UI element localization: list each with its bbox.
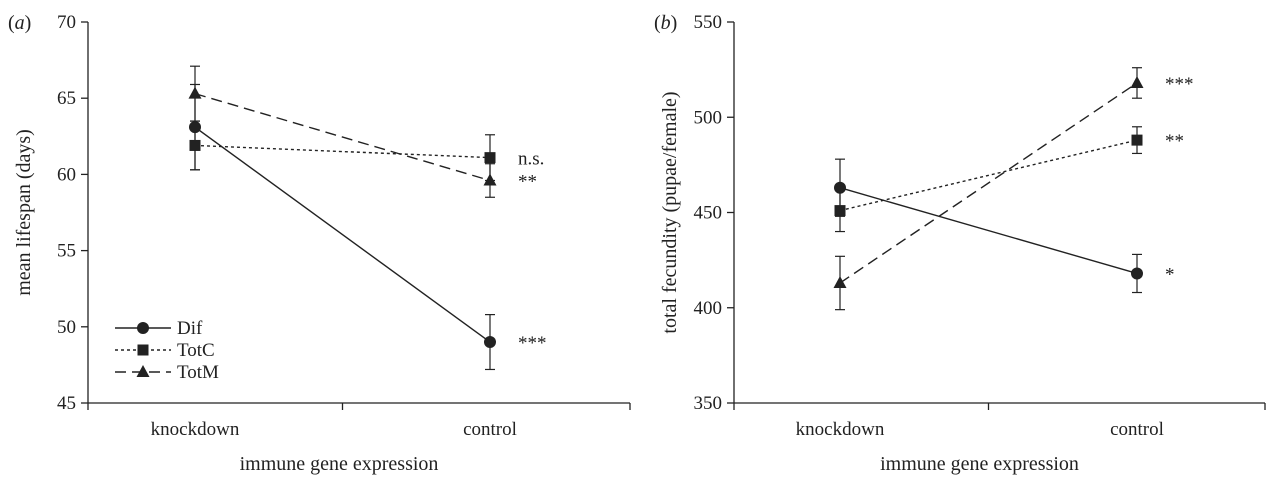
legend-label: TotM (177, 362, 219, 383)
x-axis-title: immune gene expression (880, 453, 1079, 475)
y-tick-label: 450 (694, 203, 723, 224)
y-tick-label: 65 (57, 88, 76, 109)
series-dif: * (834, 158, 1175, 294)
y-tick-label: 50 (57, 317, 76, 338)
y-tick-label: 500 (694, 107, 723, 128)
significance-label: *** (1165, 74, 1194, 95)
data-point (188, 86, 202, 99)
significance-label: * (1165, 264, 1175, 285)
x-tick-label: control (1110, 419, 1164, 440)
series-dif: *** (189, 83, 547, 371)
significance-label: ** (518, 171, 537, 192)
x-axis-title: immune gene expression (240, 453, 439, 475)
y-axis-title: mean lifespan (days) (13, 129, 35, 296)
data-point (1130, 75, 1144, 88)
series-line (839, 82, 1138, 284)
significance-label: n.s. (518, 149, 544, 170)
significance-label: ** (1165, 131, 1184, 152)
y-tick-label: 45 (57, 393, 76, 414)
y-axis-title: total fecundity (pupae/female) (659, 91, 681, 333)
y-tick-label: 70 (57, 12, 76, 33)
y-tick-label: 55 (57, 241, 76, 262)
x-tick-label: knockdown (796, 419, 885, 440)
data-point (484, 152, 496, 164)
y-tick-label: 350 (694, 393, 723, 414)
series-line (194, 144, 491, 159)
significance-label: *** (518, 333, 547, 354)
series-line (839, 187, 1138, 275)
series-totc: ** (834, 126, 1184, 233)
x-tick-label: control (463, 419, 517, 440)
legend-label: Dif (177, 318, 203, 339)
data-point (833, 275, 847, 288)
panel-label: (b) (654, 12, 677, 34)
series-totm: ** (188, 65, 537, 198)
panel-label: (a) (8, 12, 31, 34)
data-point (484, 336, 496, 349)
series-totc: n.s. (189, 120, 544, 182)
data-point (1131, 267, 1143, 280)
series-line (194, 126, 491, 343)
data-point (834, 181, 846, 194)
chart-panel-b: 350 400 450 500 550 knockdown control immune ge… (654, 12, 1266, 475)
legend-marker (137, 322, 149, 334)
legend-marker (137, 344, 149, 356)
data-point (834, 205, 846, 217)
series-line (839, 139, 1138, 212)
chart-panel-a: 45 50 55 60 65 70 knockdown control immune gene … (8, 12, 631, 475)
series-line (194, 92, 491, 182)
y-tick-label: 400 (694, 298, 723, 319)
y-tick-label: 550 (694, 12, 723, 33)
y-tick-label: 60 (57, 164, 76, 185)
legend-label: TotC (177, 340, 215, 361)
data-point (483, 173, 497, 186)
x-tick-label: knockdown (151, 419, 240, 440)
legend-marker (136, 365, 150, 377)
series-totm: *** (833, 67, 1194, 311)
data-point (1131, 134, 1143, 146)
data-point (189, 139, 201, 151)
